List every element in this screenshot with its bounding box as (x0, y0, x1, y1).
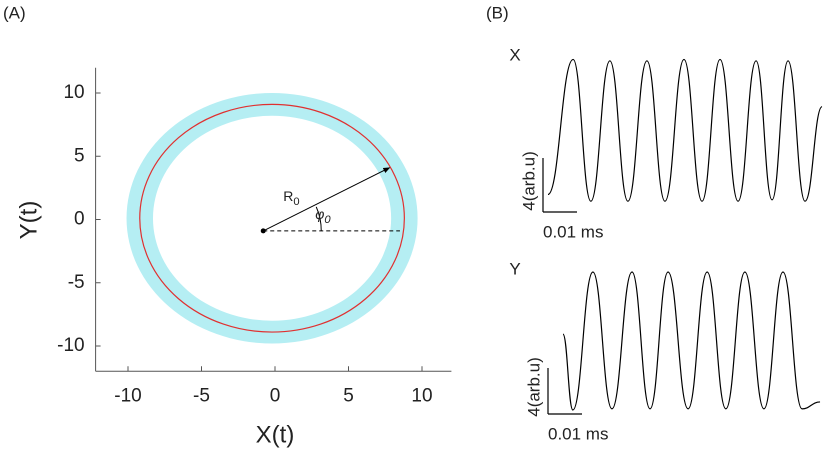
annotation-subscript: 0 (293, 196, 299, 208)
trace (547, 58, 823, 202)
scale-bar-y-label: 4(arb.u) (519, 151, 538, 211)
x-tick-label: 0 (270, 385, 281, 406)
panel-label: (A) (3, 3, 26, 22)
trajectory-band (126, 93, 418, 344)
x-tick-label: 5 (343, 385, 354, 406)
y-tick-label: 0 (74, 209, 85, 230)
y-tick-label: -10 (57, 335, 84, 356)
scale-bar-y-label: 4(arb.u) (524, 357, 543, 417)
y-tick-label: -5 (68, 272, 85, 293)
scale-bar-x-label: 0.01 ms (543, 222, 603, 241)
annotation: R0 (283, 188, 299, 208)
panel-label: (B) (486, 3, 509, 22)
y-tick-label: 5 (74, 145, 85, 166)
annotation-text: R (283, 188, 293, 204)
x-tick-label: -10 (114, 385, 141, 406)
angle-arc (315, 206, 322, 231)
radius-arrow (263, 167, 391, 232)
annotation-text: φ (315, 206, 324, 222)
y-axis-label: Y(t) (15, 201, 42, 240)
y-tick-label: 10 (63, 82, 84, 103)
trace-title: X (509, 45, 520, 64)
x-tick-label: 10 (411, 385, 432, 406)
scale-bar-x-label: 0.01 ms (548, 424, 608, 443)
annotation-subscript: 0 (324, 214, 331, 226)
trace-title: Y (509, 259, 520, 278)
x-axis-label: X(t) (256, 421, 295, 448)
x-tick-label: -5 (193, 385, 210, 406)
annotation: φ0 (315, 206, 331, 226)
trace (562, 271, 821, 411)
origin-point (260, 228, 266, 234)
mean-orbit (139, 103, 405, 333)
